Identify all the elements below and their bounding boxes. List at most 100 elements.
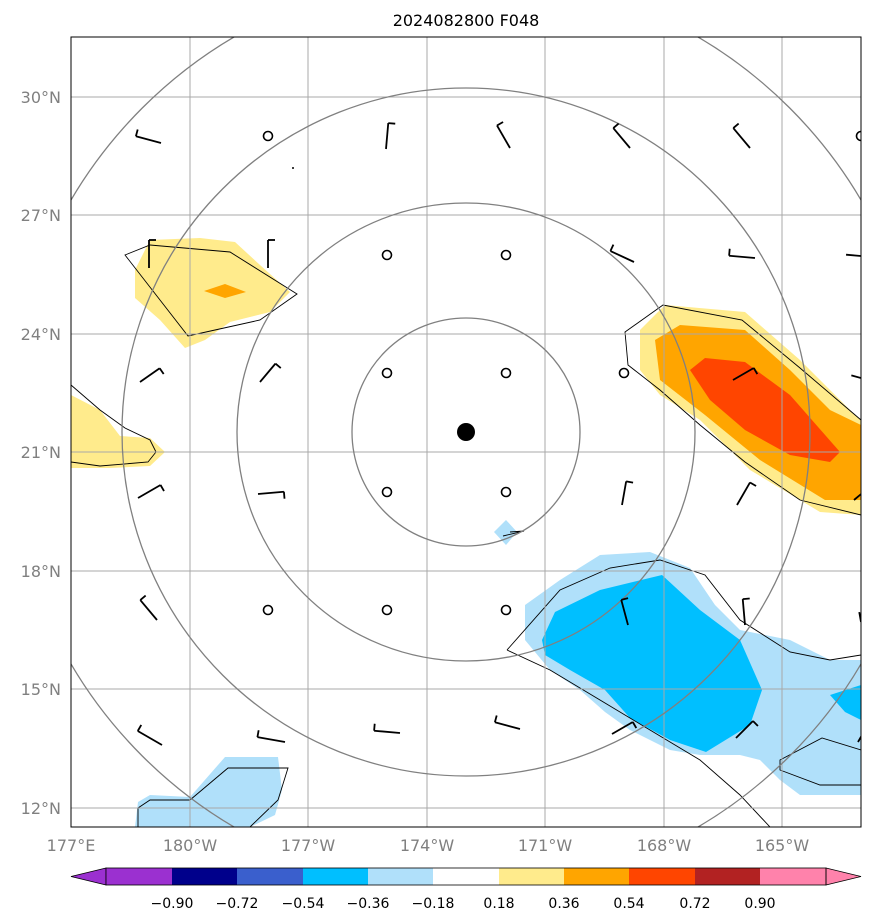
distance-ring [121,87,811,777]
wind-barb-stroke [729,254,756,259]
colorbar-swatch [629,868,695,885]
calm-wind-marker [262,604,274,616]
speck [292,167,294,169]
wind-barb-stroke [742,597,750,600]
wind-barb-stroke [610,250,635,263]
lon-label: 168°W [637,836,692,855]
colorbar-label: −0.72 [216,896,259,912]
calm-wind-marker [500,486,512,498]
distance-ring [351,317,581,547]
negative-anomaly-core [830,685,861,720]
wind-barb-stroke [735,720,754,739]
wind-barb-stroke [388,122,396,125]
plot-frame [70,36,862,828]
wind-barb-stroke [732,127,751,149]
wind-barb-stroke [136,724,143,732]
colorbar-label: −0.36 [347,896,390,912]
wind-barb-stroke [259,363,277,383]
colorbar-frame [105,867,827,886]
wind-barb-stroke [632,721,638,729]
wind-barb-stroke [611,721,634,735]
wind-barb-stroke [857,735,861,743]
colorbar-swatch [106,868,172,885]
latitude-labels: 30°N 27°N 24°N 21°N 18°N 15°N 12°N [21,88,61,818]
wind-barb-stroke [139,594,147,601]
colorbar-swatch [303,868,368,885]
map-layers [71,37,861,827]
wind-barb-stroke [752,720,759,727]
lon-label: 165°W [755,836,810,855]
colorbar-swatch [172,868,237,885]
lat-label: 21°N [21,443,61,462]
wind-barb-stroke [736,482,751,506]
wind-barb-stroke [139,599,158,621]
wind-barb-stroke [621,597,629,601]
distance-ring [236,202,696,662]
colorbar [70,867,862,886]
colorbar-swatch [695,868,760,885]
wind-barb-stroke [496,121,504,127]
wind-barb-stroke [496,125,511,149]
wind-barb-stroke [158,367,165,375]
lat-label: 30°N [21,88,61,107]
colorbar-arrow-high [825,867,862,886]
lon-label: 171°W [518,836,573,855]
wind-barb-stroke [609,244,615,252]
wind-barb-stroke [612,127,631,149]
wind-barb-stroke [732,367,755,381]
wind-barb-stroke [845,253,861,257]
lon-label: 174°W [400,836,455,855]
lat-label: 12°N [21,799,61,818]
wind-barb-stroke [851,374,861,379]
colorbar-swatch [237,868,303,885]
calm-wind-marker [262,130,274,142]
positive-anomaly-core [690,358,840,462]
negative-anomaly-small [494,520,517,545]
lon-label: 177°W [281,836,336,855]
wind-barb-stroke [374,729,401,734]
calm-wind-marker [855,130,861,142]
wind-barb-stroke [256,730,260,738]
graticule [71,37,861,827]
colorbar-label: 0.72 [679,896,710,912]
colorbar-swatch [499,868,564,885]
wind-barb-stroke [135,135,162,144]
negative-anomaly-area [135,757,282,827]
wind-barb-stroke [853,492,861,501]
wind-barb-stroke [135,129,139,137]
wind-barb-stroke [494,715,498,723]
wind-barb-stroke [621,481,628,506]
lat-label: 24°N [21,325,61,344]
colorbar-swatch [760,868,826,885]
wind-barb-stroke [728,248,731,256]
wind-barb-stroke [612,122,620,129]
wind-barb-stroke [139,367,161,383]
wind-barb-stroke [741,599,746,626]
positive-anomaly-area [71,395,165,468]
wind-barb-stroke [283,491,286,499]
lat-label: 18°N [21,562,61,581]
wind-barb-stroke [137,484,161,499]
black-contour-lines [71,244,861,827]
positive-anomaly-core [204,284,246,298]
wind-barb-stroke [626,480,634,484]
calm-wind-marker [500,367,512,379]
lat-label: 15°N [21,680,61,699]
calm-wind-marker [381,249,393,261]
calm-wind-marker [381,486,393,498]
wind-barb-stroke [620,599,629,626]
calm-wind-marker [500,604,512,616]
wind-barb-stroke [732,122,740,129]
colorbar-label: 0.18 [483,896,514,912]
colorbar-swatch [564,868,629,885]
wind-barbs [135,121,861,746]
colorbar-label: −0.54 [282,896,325,912]
colorbar-arrow-low [70,867,107,886]
wind-barb-stroke [749,481,757,487]
colorbar-label: 0.90 [744,896,775,912]
colorbar-label: 0.54 [613,896,644,912]
map-title: 2024082800 F048 [393,11,540,30]
storm-center-dot [457,423,475,441]
colorbar-label: −0.90 [151,896,194,912]
